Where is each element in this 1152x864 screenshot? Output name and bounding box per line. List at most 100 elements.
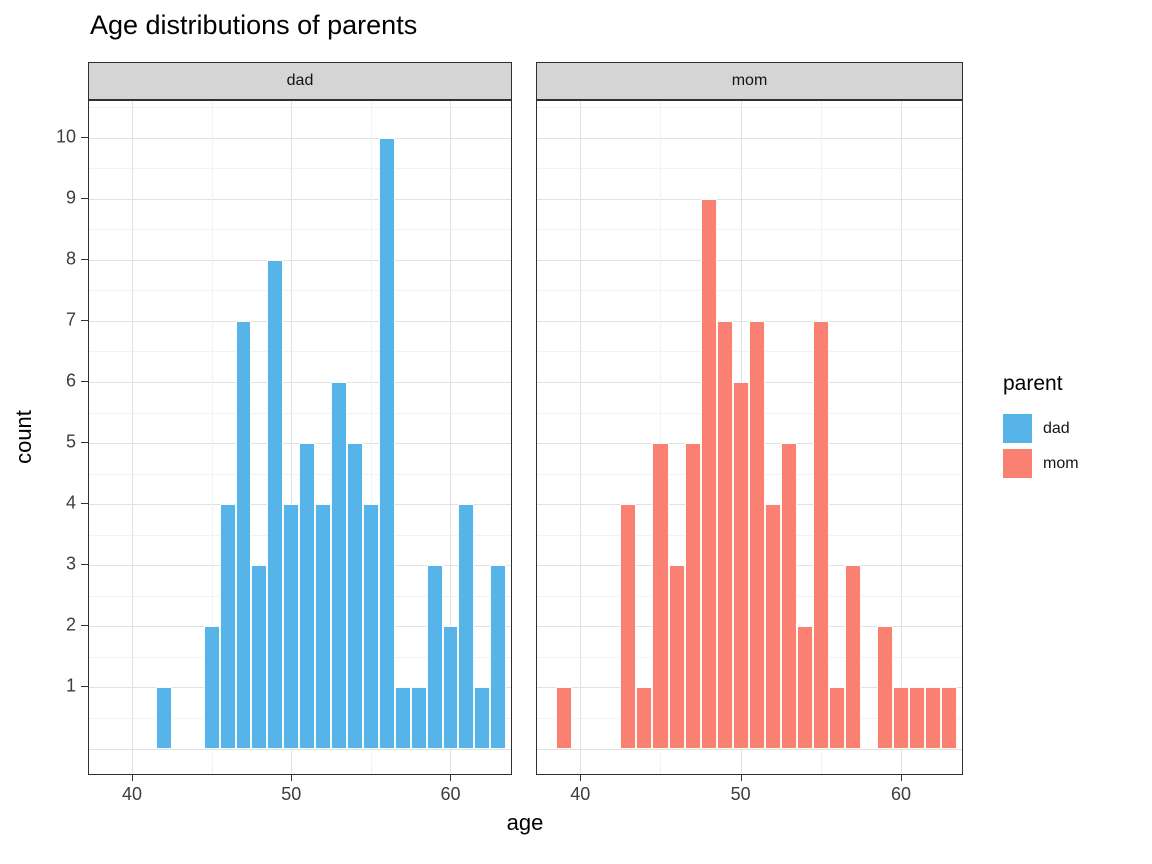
y-axis-title: count bbox=[11, 410, 36, 464]
facet-strip-label-mom: mom bbox=[731, 72, 768, 89]
histogram-bar-dad-55 bbox=[362, 504, 379, 749]
x-tick-label: 60 bbox=[440, 784, 461, 804]
x-tick-mark bbox=[740, 775, 742, 781]
histogram-bar-mom-43 bbox=[620, 504, 637, 749]
histogram-bar-mom-44 bbox=[636, 687, 653, 749]
facet-strip-label-dad: dad bbox=[286, 72, 314, 89]
histogram-bar-mom-63 bbox=[941, 687, 958, 749]
y-tick-label: 1 bbox=[65, 675, 76, 696]
legend-swatch-dad bbox=[1003, 414, 1032, 443]
gridline-minor-h bbox=[89, 229, 511, 231]
histogram-bar-mom-61 bbox=[909, 687, 926, 749]
gridline-major-v bbox=[580, 101, 582, 774]
histogram-bar-mom-47 bbox=[684, 443, 701, 749]
gridline-minor-v bbox=[370, 101, 372, 774]
histogram-bar-dad-51 bbox=[299, 443, 316, 749]
y-tick-label: 6 bbox=[65, 370, 76, 391]
histogram-bar-dad-45 bbox=[203, 626, 220, 749]
gridline-minor-h bbox=[89, 168, 511, 170]
histogram-bar-dad-63 bbox=[490, 565, 507, 749]
histogram-bar-mom-62 bbox=[925, 687, 942, 749]
facet-strip-mom: mom bbox=[536, 62, 963, 100]
gridline-minor-h bbox=[89, 290, 511, 292]
histogram-bar-mom-48 bbox=[700, 198, 717, 749]
histogram-bar-dad-59 bbox=[426, 565, 443, 749]
x-tick-label: 50 bbox=[730, 784, 751, 804]
gridline-major-h bbox=[89, 748, 511, 750]
gridline-minor-h bbox=[537, 290, 962, 292]
histogram-bar-mom-54 bbox=[796, 626, 813, 749]
legend-label-dad: dad bbox=[1043, 419, 1070, 437]
gridline-major-h bbox=[537, 198, 962, 200]
histogram-bar-mom-39 bbox=[556, 687, 573, 749]
histogram-bar-mom-50 bbox=[732, 381, 749, 749]
histogram-bar-dad-42 bbox=[155, 687, 172, 749]
histogram-bar-dad-49 bbox=[267, 259, 284, 749]
legend-label-mom: mom bbox=[1043, 454, 1079, 472]
x-tick-label: 60 bbox=[891, 784, 912, 804]
y-tick-mark bbox=[81, 503, 88, 505]
gridline-major-h bbox=[89, 259, 511, 261]
gridline-major-v bbox=[901, 101, 903, 774]
histogram-bar-mom-45 bbox=[652, 443, 669, 749]
x-tick-mark bbox=[580, 775, 582, 781]
plot-title: Age distributions of parents bbox=[90, 10, 418, 40]
histogram-bar-mom-53 bbox=[780, 443, 797, 749]
x-tick-label: 40 bbox=[570, 784, 591, 804]
y-tick-label: 10 bbox=[55, 126, 76, 147]
y-tick-mark bbox=[81, 380, 88, 382]
histogram-bar-mom-55 bbox=[812, 320, 829, 749]
y-tick-label: 2 bbox=[65, 614, 76, 635]
y-tick-mark bbox=[81, 319, 88, 321]
gridline-minor-v bbox=[660, 101, 662, 774]
facet-strip-dad: dad bbox=[88, 62, 512, 100]
gridline-major-h bbox=[89, 137, 511, 139]
histogram-bar-mom-52 bbox=[764, 504, 781, 749]
gridline-minor-h bbox=[89, 107, 511, 109]
gridline-major-h bbox=[89, 320, 511, 322]
gridline-major-h bbox=[89, 198, 511, 200]
gridline-minor-h bbox=[537, 107, 962, 109]
histogram-bar-dad-57 bbox=[394, 687, 411, 749]
x-tick-mark bbox=[291, 775, 293, 781]
y-tick-label: 5 bbox=[65, 431, 76, 452]
histogram-bar-mom-57 bbox=[844, 565, 861, 749]
histogram-bar-dad-47 bbox=[235, 320, 252, 749]
histogram-bar-dad-62 bbox=[474, 687, 491, 749]
gridline-major-h bbox=[537, 137, 962, 139]
histogram-bar-dad-61 bbox=[458, 504, 475, 749]
x-tick-mark bbox=[450, 775, 452, 781]
y-tick-label: 9 bbox=[65, 187, 76, 208]
gridline-major-h bbox=[89, 381, 511, 383]
y-tick-mark bbox=[81, 564, 88, 566]
y-tick-mark bbox=[81, 258, 88, 260]
legend-title: parent bbox=[1003, 372, 1063, 395]
x-tick-mark bbox=[901, 775, 903, 781]
y-tick-mark bbox=[81, 686, 88, 688]
legend-swatch-mom bbox=[1003, 449, 1032, 478]
gridline-major-v bbox=[450, 101, 452, 774]
x-axis-title: age bbox=[506, 810, 544, 835]
y-tick-mark bbox=[81, 625, 88, 627]
gridline-minor-h bbox=[537, 229, 962, 231]
histogram-bar-dad-58 bbox=[410, 687, 427, 749]
histogram-bar-mom-60 bbox=[893, 687, 910, 749]
facet-panel-dad bbox=[88, 100, 512, 775]
histogram-bar-mom-46 bbox=[668, 565, 685, 749]
histogram-bar-dad-50 bbox=[283, 504, 300, 749]
histogram-bar-mom-49 bbox=[716, 320, 733, 749]
histogram-bar-dad-48 bbox=[251, 565, 268, 749]
histogram-bar-dad-46 bbox=[219, 504, 236, 749]
y-tick-label: 8 bbox=[65, 248, 76, 269]
y-tick-mark bbox=[81, 136, 88, 138]
gridline-minor-h bbox=[89, 351, 511, 353]
gridline-minor-v bbox=[211, 101, 213, 774]
histogram-bar-mom-56 bbox=[828, 687, 845, 749]
legend-item-mom: mom bbox=[1003, 449, 1079, 478]
gridline-major-v bbox=[131, 101, 133, 774]
legend-item-dad: dad bbox=[1003, 414, 1079, 443]
gridline-major-h bbox=[537, 259, 962, 261]
x-tick-mark bbox=[131, 775, 133, 781]
y-tick-mark bbox=[81, 197, 88, 199]
